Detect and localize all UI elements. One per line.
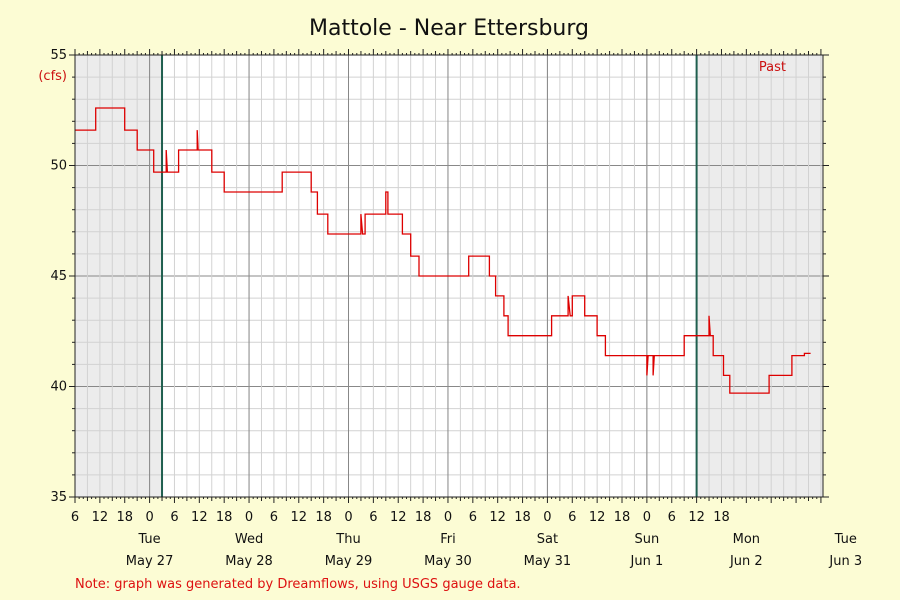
x-day-label: Fri <box>440 532 456 547</box>
x-day-label: Tue <box>137 532 160 547</box>
axes: 35 40 45 50 55 6 12 18 0 6 12 18 0 6 12 18 0 6 12 18 0 6 12 18 0… <box>50 48 862 569</box>
x-hour-label: 0 <box>643 510 651 525</box>
x-hour-label: 6 <box>668 510 676 525</box>
x-hour-label: 0 <box>543 510 551 525</box>
y-tick-label: 45 <box>50 269 67 284</box>
x-hour-label: 0 <box>245 510 253 525</box>
y-tick-label: 40 <box>50 380 67 395</box>
x-day-label: Mon <box>733 532 760 547</box>
past-label: Past <box>759 60 786 75</box>
x-day-label: Wed <box>235 532 263 547</box>
x-hour-label: 6 <box>71 510 79 525</box>
x-hour-label: 18 <box>216 510 233 525</box>
x-hour-label: 6 <box>469 510 477 525</box>
x-hour-label: 18 <box>315 510 332 525</box>
x-hour-label: 18 <box>116 510 133 525</box>
x-date-label: May 27 <box>126 554 174 569</box>
x-hour-label: 0 <box>444 510 452 525</box>
x-hour-label: 12 <box>291 510 308 525</box>
x-date-label: Jun 3 <box>828 554 862 569</box>
x-hour-label: 6 <box>568 510 576 525</box>
y-tick-label: 55 <box>50 48 67 63</box>
x-hour-label: 12 <box>92 510 109 525</box>
x-day-label: Tue <box>834 532 857 547</box>
x-day-label: Sun <box>635 532 660 547</box>
x-day-label: Thu <box>335 532 360 547</box>
x-hour-label: 12 <box>489 510 506 525</box>
x-hour-label: 18 <box>415 510 432 525</box>
x-date-label: Jun 2 <box>729 554 763 569</box>
x-date-label: Jun 1 <box>630 554 664 569</box>
flow-line-1 <box>75 107 811 394</box>
x-hour-label: 0 <box>344 510 352 525</box>
x-hour-label: 18 <box>713 510 730 525</box>
x-hour-label: 0 <box>145 510 153 525</box>
grid <box>74 55 823 497</box>
x-date-label: May 28 <box>225 554 273 569</box>
x-hour-label: 6 <box>170 510 178 525</box>
x-hour-label: 12 <box>191 510 208 525</box>
x-hour-label: 12 <box>688 510 705 525</box>
time-markers <box>161 55 698 497</box>
x-hour-label: 18 <box>614 510 631 525</box>
x-day-label: Sat <box>537 532 558 547</box>
x-date-label: May 31 <box>524 554 572 569</box>
x-hour-label: 18 <box>514 510 531 525</box>
x-date-label: May 29 <box>325 554 373 569</box>
x-hour-label: 12 <box>390 510 407 525</box>
x-hour-label: 6 <box>270 510 278 525</box>
footnote: Note: graph was generated by Dreamflows,… <box>75 577 521 592</box>
x-hour-label: 6 <box>369 510 377 525</box>
y-unit-label: (cfs) <box>38 69 67 84</box>
x-hour-label: 12 <box>589 510 606 525</box>
y-tick-label: 50 <box>50 159 67 174</box>
chart-title: Mattole - Near Ettersburg <box>309 16 589 41</box>
x-date-label: May 30 <box>424 554 472 569</box>
y-tick-label: 35 <box>50 490 67 505</box>
flow-series <box>75 107 811 394</box>
